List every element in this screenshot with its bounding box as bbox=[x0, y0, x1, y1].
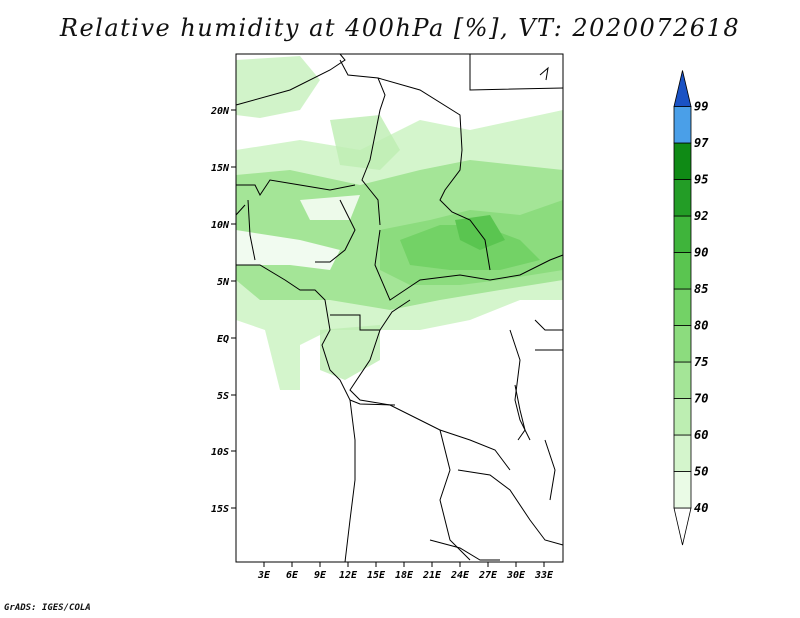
lat-label: 5N bbox=[217, 277, 230, 288]
colorbar-level-label: 50 bbox=[694, 465, 708, 479]
colorbar-box bbox=[673, 215, 692, 253]
lat-label: 10N bbox=[211, 220, 230, 231]
lat-label: EQ bbox=[217, 334, 229, 345]
colorbar-box bbox=[673, 142, 692, 180]
colorbar-box bbox=[673, 361, 692, 399]
latitude-labels: 20N 15N 10N 5N EQ 5S 10S 15S bbox=[210, 106, 230, 515]
axis-ticks bbox=[231, 109, 545, 567]
colorbar-level-label: 70 bbox=[694, 392, 708, 406]
lon-label: 30E bbox=[506, 570, 526, 581]
lat-label: 15N bbox=[211, 163, 230, 174]
colorbar-level-label: 85 bbox=[694, 282, 708, 296]
colorbar-box bbox=[673, 434, 692, 472]
lon-label: 27E bbox=[478, 570, 498, 581]
lon-label: 18E bbox=[395, 570, 414, 581]
lon-label: 24E bbox=[450, 570, 470, 581]
lat-label: 15S bbox=[211, 504, 229, 515]
lat-label: 5S bbox=[217, 391, 229, 402]
colorbar-level-label: 75 bbox=[694, 355, 708, 369]
colorbar-level-label: 40 bbox=[694, 501, 708, 515]
colorbar-labels: 40 50 60 70 75 80 85 90 92 95 97 99 bbox=[694, 100, 709, 516]
lat-label: 10S bbox=[211, 447, 229, 458]
colorbar-box bbox=[673, 471, 692, 509]
lat-label: 20N bbox=[210, 106, 230, 117]
colorbar-box bbox=[673, 398, 692, 436]
colorbar: 40 50 60 70 75 80 85 90 92 95 97 99 bbox=[673, 70, 709, 546]
colorbar-box bbox=[673, 106, 692, 144]
lon-label: 21E bbox=[422, 570, 442, 581]
lon-label: 12E bbox=[339, 570, 358, 581]
colorbar-max-arrow bbox=[673, 70, 692, 107]
humidity-shading bbox=[236, 56, 563, 390]
colorbar-level-label: 97 bbox=[694, 136, 709, 150]
map-frame bbox=[235, 53, 564, 563]
grads-credit: GrADS: IGES/COLA bbox=[4, 603, 91, 613]
lon-label: 33E bbox=[534, 570, 554, 581]
map-title: Relative humidity at 400hPa [%], VT: 202… bbox=[59, 14, 741, 42]
colorbar-level-label: 90 bbox=[694, 246, 708, 260]
colorbar-level-label: 92 bbox=[694, 209, 708, 223]
colorbar-box bbox=[673, 252, 692, 290]
colorbar-box bbox=[673, 179, 692, 217]
colorbar-level-label: 99 bbox=[694, 100, 708, 114]
lon-label: 9E bbox=[314, 570, 327, 581]
colorbar-level-label: 80 bbox=[694, 319, 708, 333]
lon-label: 6E bbox=[286, 570, 299, 581]
longitude-labels: 3E 6E 9E 12E 15E 18E 21E 24E 27E 30E 33E bbox=[257, 570, 554, 581]
colorbar-level-label: 95 bbox=[694, 173, 708, 187]
colorbar-min-arrow bbox=[673, 507, 692, 546]
country-borders bbox=[235, 53, 564, 563]
lon-label: 3E bbox=[257, 570, 271, 581]
colorbar-level-label: 60 bbox=[694, 428, 708, 442]
lon-label: 15E bbox=[367, 570, 386, 581]
colorbar-box bbox=[673, 288, 692, 326]
colorbar-box bbox=[673, 325, 692, 363]
